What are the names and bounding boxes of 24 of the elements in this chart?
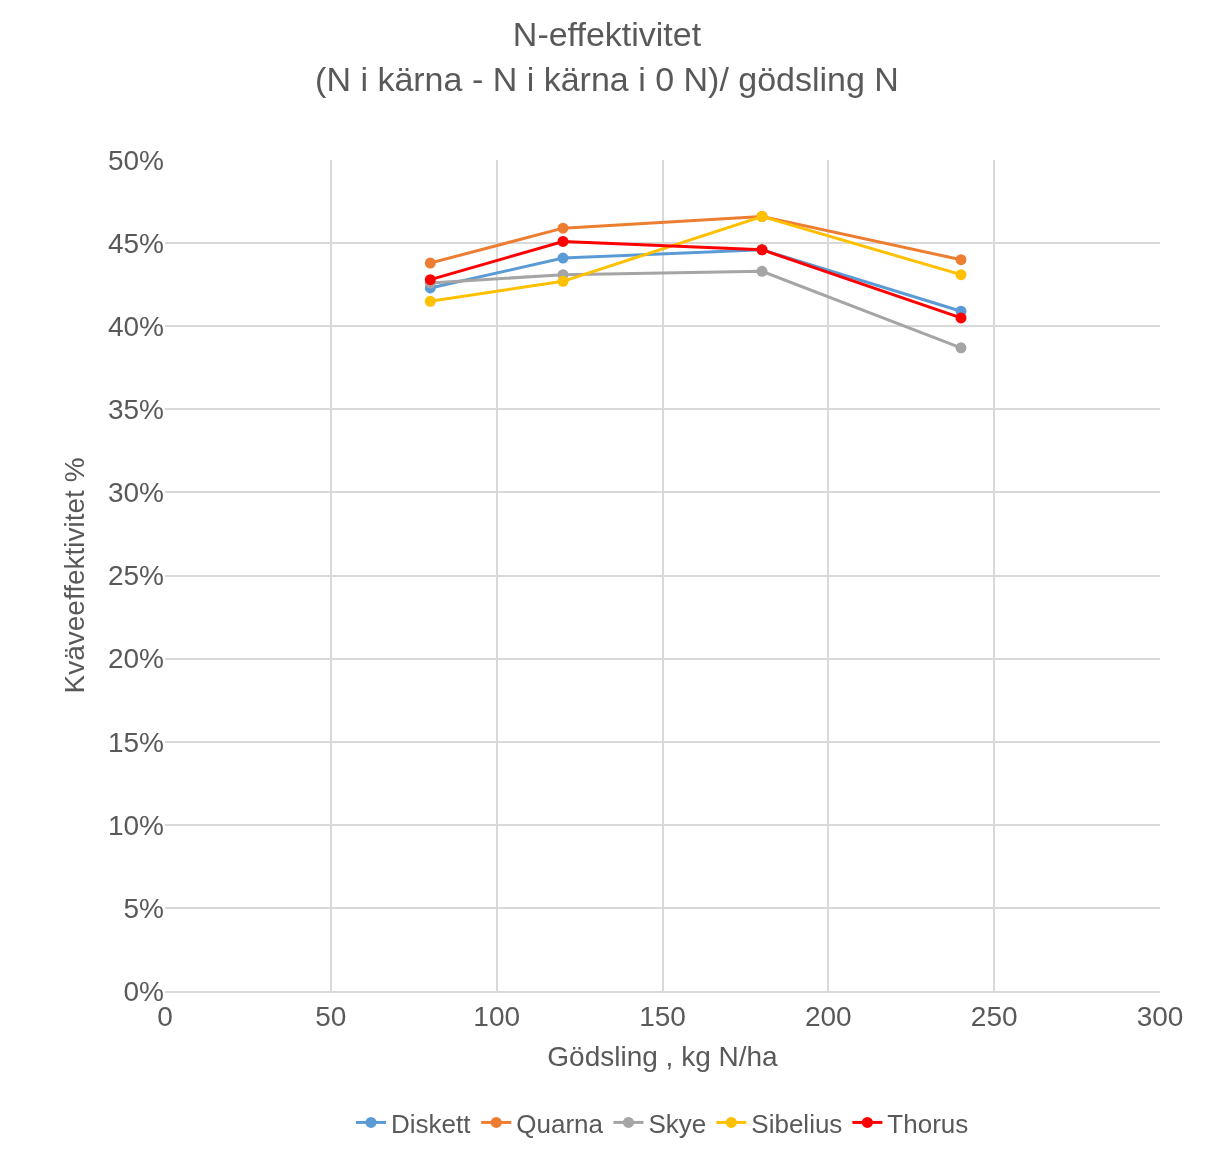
x-tick-label: 250 <box>970 1001 1018 1033</box>
x-tick-label: 150 <box>639 1001 686 1033</box>
y-tick-label: 25% <box>107 560 164 592</box>
legend-label: Skye <box>648 1108 707 1139</box>
y-axis-title: Kväveeffektivitet % <box>58 457 90 694</box>
y-tick-label: 30% <box>107 477 164 509</box>
y-tick-label: 5% <box>123 892 164 924</box>
x-axis-title: Gödsling , kg N/ha <box>547 1040 779 1072</box>
chart-title: N-effektivitet (N i kärna - N i kärna i 0 N)/ gödsling N <box>315 15 899 98</box>
x-tick-label: 50 <box>315 1001 347 1033</box>
legend-label: Sibelius <box>751 1108 843 1139</box>
x-tick-label: 200 <box>804 1001 852 1033</box>
y-tick-label: 20% <box>107 643 164 675</box>
y-tick-label: 50% <box>107 144 164 176</box>
legend-label: Diskett <box>391 1108 472 1139</box>
x-tick-label: 300 <box>1136 1001 1184 1033</box>
y-tick-label: 40% <box>107 311 164 342</box>
y-tick-label: 15% <box>107 726 164 758</box>
y-tick-label: 35% <box>107 394 164 426</box>
x-tick-label: 100 <box>473 1001 521 1033</box>
legend-label: Quarna <box>516 1108 604 1139</box>
legend-label: Thorus <box>887 1108 969 1139</box>
y-tick-label: 10% <box>107 809 164 841</box>
y-tick-label: 45% <box>107 227 164 259</box>
